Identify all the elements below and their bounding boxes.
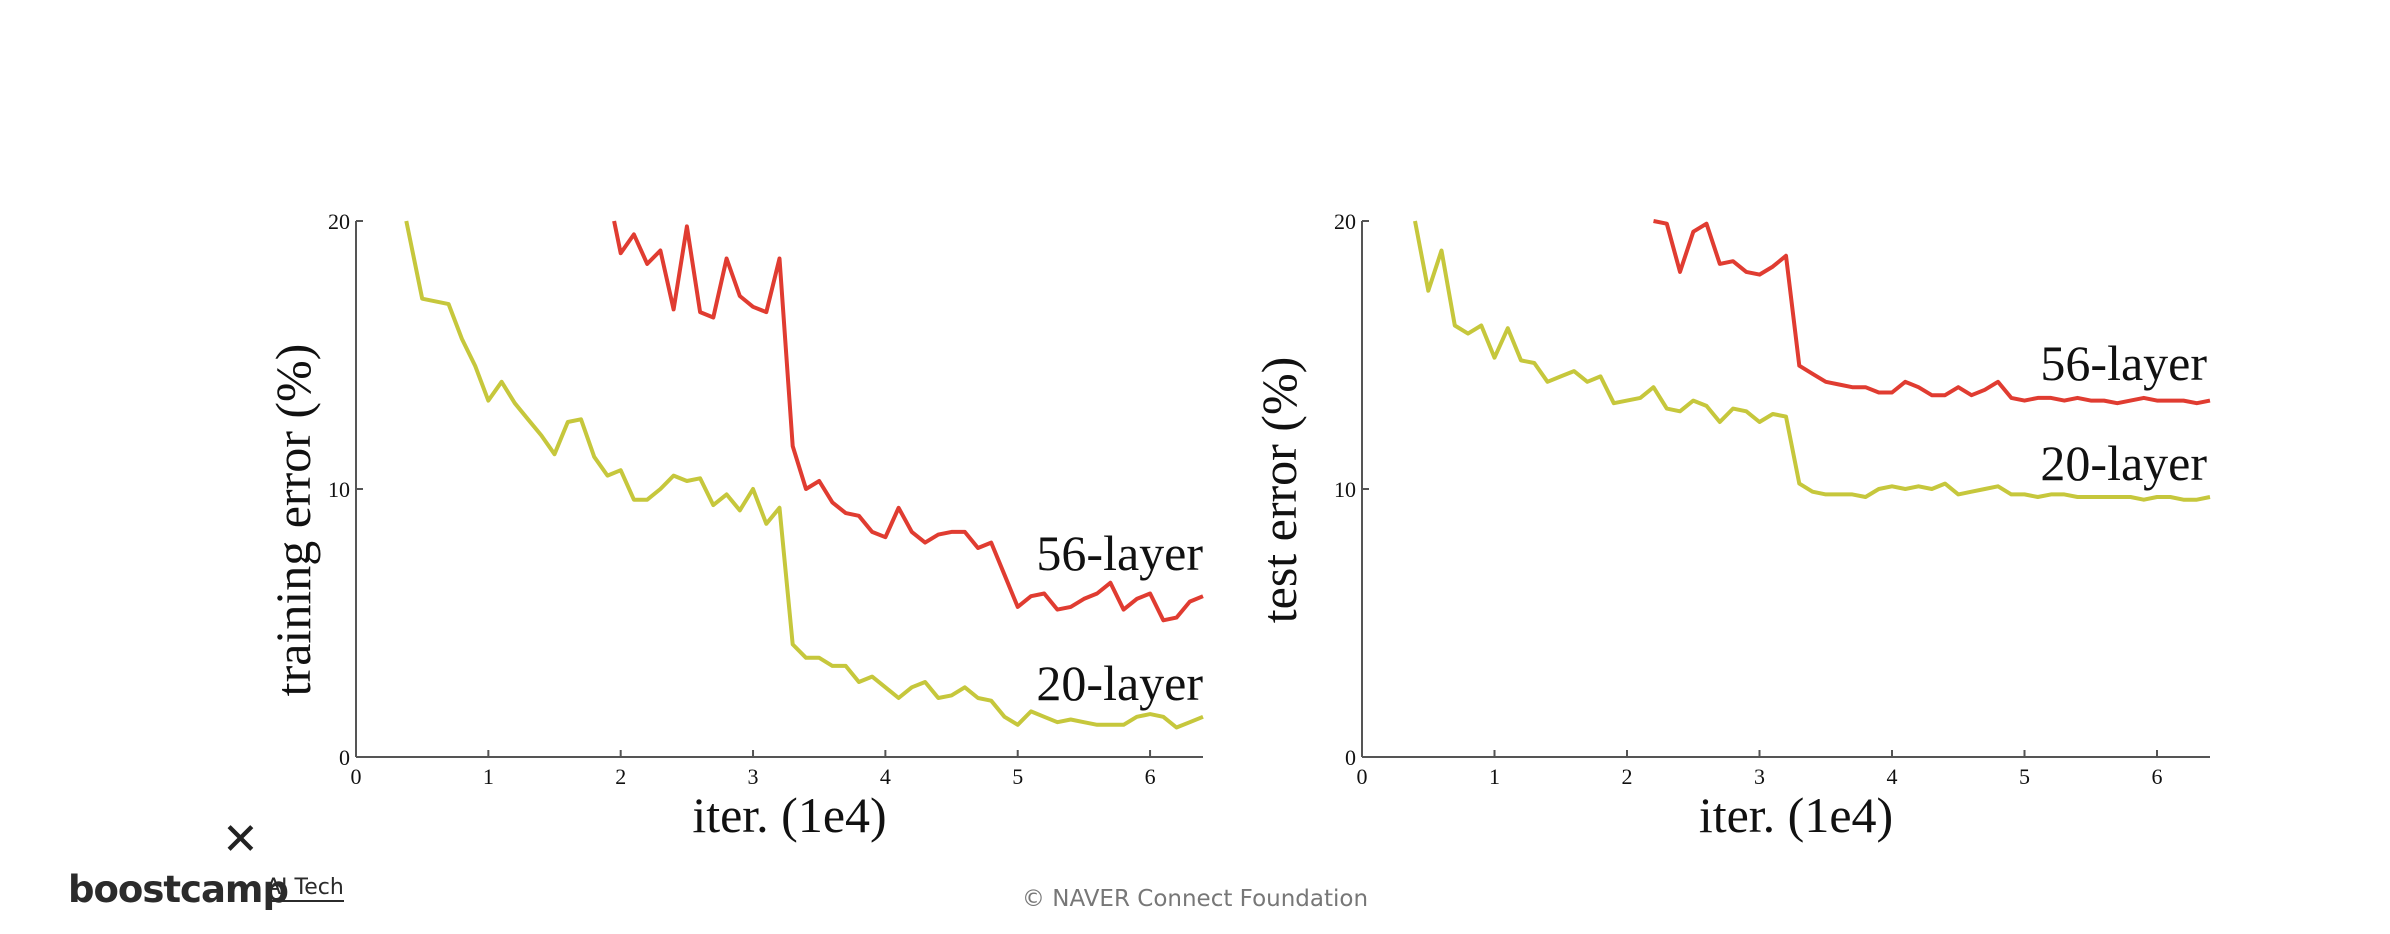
x-axis-label: iter. (1e4) — [692, 787, 886, 843]
series-line-56-layer — [1653, 219, 2211, 406]
y-axis-label: test error (%) — [1251, 357, 1307, 624]
series-label-20-layer: 20-layer — [2040, 435, 2207, 491]
y-tick-label: 20 — [328, 209, 350, 234]
x-tick-label: 4 — [1887, 764, 1898, 789]
x-tick-label: 5 — [1012, 764, 1023, 789]
x-tick-label: 6 — [1145, 764, 1156, 789]
series-label-20-layer: 20-layer — [1036, 655, 1203, 711]
ai-tech-logo-text: AI Tech — [266, 875, 344, 902]
series-label-56-layer: 56-layer — [2040, 335, 2207, 391]
series-label-56-layer: 56-layer — [1036, 525, 1203, 581]
series-line-20-layer — [1413, 220, 2211, 502]
y-axis-label: training error (%) — [265, 344, 321, 697]
series-line-20-layer — [404, 220, 1204, 730]
x-tick-label: 6 — [2152, 764, 2163, 789]
y-tick-label: 20 — [1334, 209, 1356, 234]
boostcamp-logo-text: boostcamp — [68, 868, 289, 911]
x-tick-label: 2 — [1622, 764, 1633, 789]
x-tick-label: 5 — [2019, 764, 2030, 789]
x-tick-label: 2 — [615, 764, 626, 789]
x-axis-label: iter. (1e4) — [1699, 787, 1893, 843]
boostcamp-logo-mark-icon: ✕ — [222, 814, 259, 865]
x-tick-label: 1 — [1489, 764, 1500, 789]
y-tick-label: 10 — [328, 477, 350, 502]
x-tick-label: 1 — [483, 764, 494, 789]
y-tick-label: 10 — [1334, 477, 1356, 502]
x-tick-label: 3 — [1754, 764, 1765, 789]
copyright-footer: © NAVER Connect Foundation — [1021, 886, 1369, 912]
y-tick-label: 0 — [1345, 745, 1356, 770]
x-tick-label: 4 — [880, 764, 891, 789]
x-tick-label: 0 — [351, 764, 362, 789]
y-tick-label: 0 — [339, 745, 350, 770]
x-tick-label: 3 — [748, 764, 759, 789]
x-tick-label: 0 — [1357, 764, 1368, 789]
series-line-56-layer — [612, 220, 1204, 623]
